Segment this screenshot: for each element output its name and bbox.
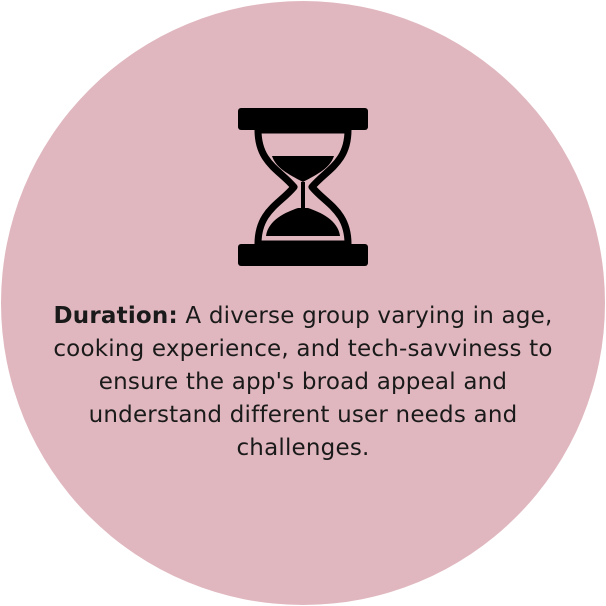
duration-label: Duration:: [53, 303, 178, 329]
duration-caption: Duration: A diverse group varying in age…: [53, 300, 553, 465]
hourglass-icon: [238, 108, 368, 266]
duration-text: A diverse group varying in age, cooking …: [53, 303, 553, 461]
